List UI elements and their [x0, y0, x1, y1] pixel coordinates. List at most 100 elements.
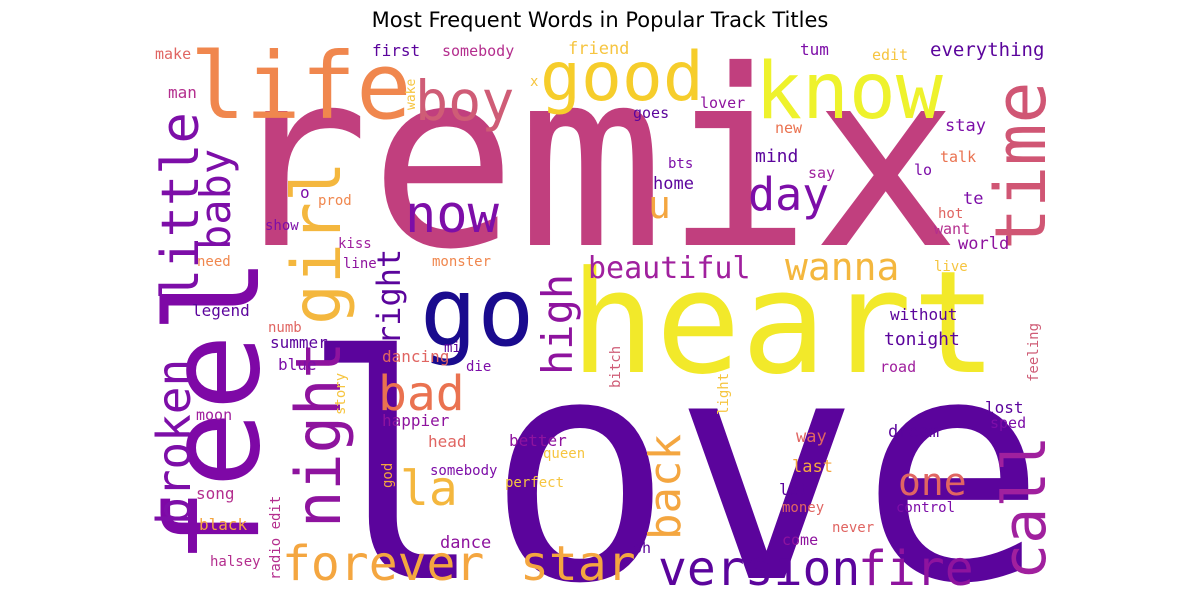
word-mind: mind [755, 146, 798, 167]
word-blue: blue [278, 355, 317, 374]
word-queen: queen [543, 446, 585, 462]
word-new: new [775, 119, 803, 137]
chart-title: Most Frequent Words in Popular Track Tit… [371, 8, 829, 32]
word-world: world [958, 234, 1009, 254]
word-story: story [333, 373, 349, 415]
word-night: night [282, 341, 355, 528]
word-show: show [265, 218, 299, 234]
word-bad: bad [378, 366, 465, 422]
word-monster: monster [432, 254, 491, 270]
word-first: first [372, 41, 420, 60]
word-never: never [832, 520, 874, 536]
word-wake: wake [404, 79, 419, 110]
word-perfect: perfect [505, 475, 564, 491]
word-control: control [896, 500, 955, 516]
word-dancing: dancing [382, 347, 449, 366]
word-friend: friend [568, 39, 629, 59]
word-come: come [782, 531, 818, 549]
word-feel: feel [140, 257, 289, 565]
word-back: back [640, 434, 691, 540]
word-money: money [782, 500, 824, 516]
word-sped: sped [990, 414, 1026, 432]
word-line: line [343, 256, 377, 272]
word-call: call [990, 436, 1060, 581]
word-road: road [880, 358, 916, 376]
word-die: die [466, 359, 491, 375]
word-edit: edit [872, 46, 908, 64]
word-know: know [755, 47, 943, 137]
word-broken: broken [147, 359, 201, 525]
word-radio-edit: radio edit [268, 496, 284, 580]
word-need: need [197, 254, 231, 270]
word-god: god [380, 463, 396, 488]
word-star: star [520, 536, 636, 592]
word-feeling: feeling [1026, 323, 1042, 382]
word-version: version [658, 541, 860, 597]
word-u: u [648, 183, 671, 227]
word-forever: forever [282, 536, 484, 592]
word-girl: girl [278, 161, 357, 325]
word-dance: dance [440, 533, 491, 553]
word-time: time [980, 81, 1062, 250]
word-somebody: somebody [430, 463, 497, 479]
word-live: live [934, 259, 968, 275]
word-good: good [540, 38, 704, 117]
word-mi: mi [444, 340, 461, 356]
word-make: make [155, 45, 191, 63]
word-bts: bts [668, 156, 693, 172]
word-wanna: wanna [785, 245, 899, 289]
word-black: black [199, 515, 248, 534]
word-talk: talk [940, 148, 976, 166]
word-let: let [779, 480, 808, 499]
word-one: one [898, 460, 967, 504]
word-say: say [808, 164, 835, 182]
word-dream: dream [888, 422, 939, 442]
word-without: without [890, 305, 957, 324]
word-legend: legend [192, 301, 250, 320]
word-x: x [530, 74, 538, 90]
word-bitch: bitch [608, 346, 624, 388]
word-lover: lover [700, 94, 745, 112]
word-fire: fire [858, 541, 974, 597]
word-tum: tum [800, 40, 829, 59]
word-way: way [796, 427, 827, 447]
word-tonight: tonight [884, 329, 960, 350]
word-heart: heart [570, 241, 997, 406]
word-last: last [792, 457, 833, 477]
word-beautiful: beautiful [588, 251, 751, 286]
word-te: te [963, 189, 983, 209]
word-life: life [190, 33, 412, 140]
word-man: man [168, 83, 197, 102]
word-prod: prod [318, 193, 352, 209]
word-goes: goes [633, 104, 669, 122]
word-numb: numb [268, 320, 302, 336]
word-little: little [151, 112, 211, 300]
word-hot: hot [938, 206, 963, 222]
word-light: light [716, 373, 732, 415]
word-la: la [400, 461, 458, 517]
word-remix: remix [222, 18, 960, 303]
word-lo: lo [914, 161, 932, 179]
word-lost: lost [985, 398, 1024, 417]
word-better: better [509, 431, 567, 450]
word-o: o [300, 183, 310, 202]
word-right: right [370, 249, 408, 345]
word-want: want [934, 220, 970, 238]
word-home: home [653, 174, 694, 194]
word-moon: moon [196, 406, 232, 424]
word-happier: happier [382, 411, 450, 430]
word-head: head [428, 432, 467, 451]
word-everything: everything [930, 39, 1044, 61]
word-somebody: somebody [442, 42, 514, 60]
word-go: go [420, 258, 534, 368]
word-song: song [196, 484, 235, 503]
word-stay: stay [945, 116, 986, 136]
word-halsey: halsey [210, 554, 261, 570]
word-high: high [533, 274, 582, 375]
word-oh: oh [633, 539, 651, 557]
word-summer: summer [270, 333, 328, 352]
word-love: love [300, 291, 1047, 600]
word-kiss: kiss [338, 236, 372, 252]
word-boy: boy [415, 69, 514, 133]
